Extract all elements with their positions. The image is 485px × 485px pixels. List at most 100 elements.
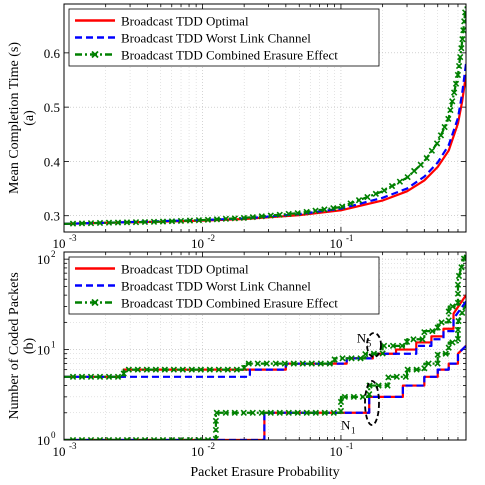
series-marker — [276, 211, 283, 218]
series-marker — [105, 436, 113, 440]
series-marker — [441, 123, 448, 131]
series-marker — [338, 203, 346, 210]
series-marker — [213, 216, 221, 223]
series-marker — [222, 409, 229, 416]
series-marker — [69, 373, 77, 380]
series-marker — [425, 360, 432, 367]
legend-marker — [91, 298, 99, 307]
series-marker — [458, 309, 466, 316]
series-marker — [449, 98, 456, 105]
series-marker — [150, 218, 158, 225]
series-marker — [294, 209, 301, 217]
series-marker — [429, 327, 436, 335]
series-marker — [312, 207, 319, 214]
series-marker — [404, 173, 411, 181]
series-marker — [114, 373, 122, 380]
series-marker — [459, 36, 466, 43]
series-marker — [347, 200, 354, 207]
series-marker — [350, 393, 358, 401]
series-marker — [393, 373, 400, 380]
series-marker — [434, 324, 441, 331]
series-marker — [114, 436, 122, 440]
series-marker — [398, 342, 406, 350]
series-marker — [438, 319, 445, 326]
series-marker — [186, 217, 194, 224]
x-tick-exponent: -2 — [207, 233, 215, 243]
series-marker — [454, 335, 462, 343]
x-tick-exponent: -1 — [346, 441, 354, 451]
series-line — [64, 63, 466, 225]
series-marker — [134, 366, 142, 373]
x-tick-label: 10 — [329, 444, 342, 459]
series-marker — [454, 299, 462, 306]
x-tick-exponent: -3 — [69, 233, 77, 243]
y-tick-exponent: 0 — [51, 430, 56, 440]
series-marker — [410, 336, 417, 343]
series-marker — [195, 436, 203, 440]
series-marker — [96, 436, 104, 440]
y-tick-label: 10 — [37, 343, 50, 358]
legend-box — [68, 8, 380, 67]
series-marker — [389, 342, 397, 350]
series-marker — [188, 366, 196, 373]
series-marker — [197, 366, 205, 373]
series-marker — [168, 218, 176, 225]
series-marker — [452, 80, 460, 87]
series-line — [64, 345, 466, 440]
series-marker — [421, 328, 428, 336]
series-line — [64, 252, 466, 378]
series-marker — [143, 366, 151, 373]
series-marker — [388, 182, 396, 190]
series-marker — [215, 366, 223, 373]
annotation-subscript: 5 — [367, 338, 372, 348]
series-marker — [299, 360, 306, 367]
series-marker — [123, 219, 131, 226]
series-line — [64, 74, 466, 225]
series-marker — [449, 339, 456, 346]
series-marker — [357, 355, 364, 362]
series-marker — [411, 167, 418, 175]
series-marker — [445, 115, 452, 123]
series-marker — [69, 220, 77, 227]
y-tick-label: 0.3 — [44, 209, 60, 224]
series-marker — [454, 290, 462, 297]
series-marker — [396, 178, 404, 185]
series-marker — [455, 62, 463, 70]
series-marker — [87, 373, 95, 380]
legend-box — [68, 256, 380, 315]
series-marker — [308, 360, 315, 367]
series-marker — [272, 360, 279, 367]
x-tick-label: 10 — [53, 236, 66, 251]
series-marker — [428, 147, 436, 154]
series-marker — [212, 426, 220, 434]
x-tick-exponent: -2 — [207, 441, 215, 451]
series-marker — [159, 436, 167, 440]
series-marker — [384, 382, 391, 389]
series-marker — [150, 436, 158, 440]
series-marker — [437, 132, 445, 139]
series-marker — [204, 436, 212, 440]
series-marker — [204, 216, 212, 223]
series-marker — [179, 366, 187, 373]
series-marker — [445, 317, 452, 324]
series-marker — [213, 409, 220, 416]
series-marker — [141, 218, 149, 226]
series-marker — [370, 350, 378, 357]
series-marker — [69, 436, 77, 440]
series-marker — [449, 303, 456, 310]
series-marker — [141, 436, 149, 440]
series-marker — [78, 220, 86, 227]
series-marker — [186, 436, 194, 440]
series-marker — [445, 308, 452, 315]
series-marker — [240, 214, 248, 222]
series-marker — [442, 350, 449, 357]
series-marker — [417, 161, 424, 168]
annotation-subscript: 1 — [351, 426, 356, 436]
series-marker — [125, 366, 133, 373]
series-marker — [454, 71, 462, 79]
series-marker — [461, 9, 466, 16]
series-marker — [419, 336, 426, 343]
series-marker — [337, 407, 345, 415]
